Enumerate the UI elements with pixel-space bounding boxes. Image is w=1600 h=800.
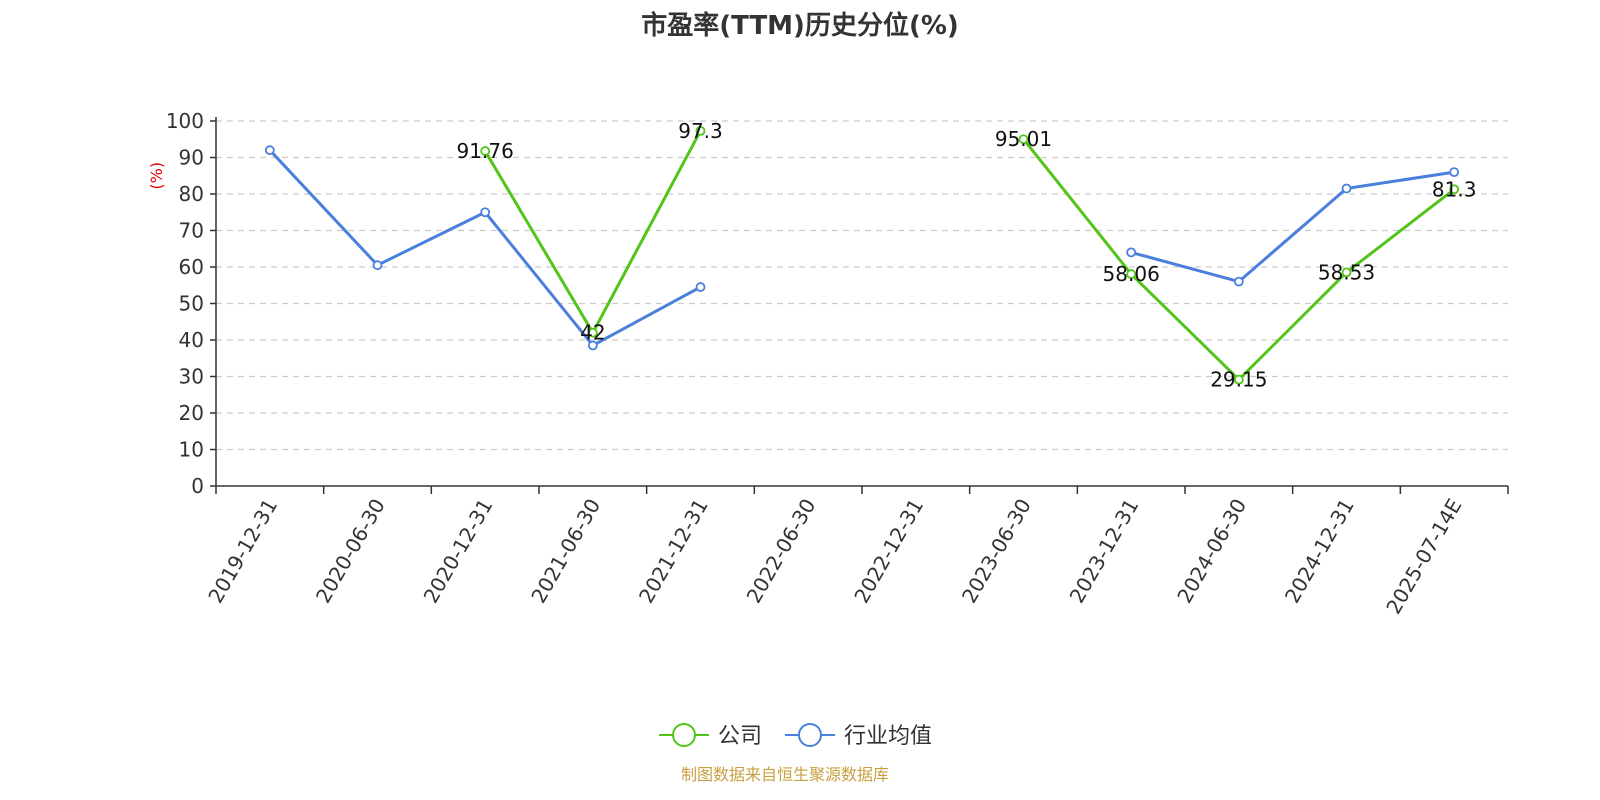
x-tick-label: 2023-06-30 [957, 495, 1036, 608]
y-axis-label: (%) [147, 162, 166, 190]
x-tick-label: 2019-12-31 [203, 495, 282, 608]
series-industry [264, 145, 1460, 351]
legend-marker-industry [798, 723, 822, 747]
x-tick-label: 2023-12-31 [1065, 495, 1144, 608]
data-labels: 91.76 42 97.3 95.01 58.06 29.15 58.53 81.3 [457, 119, 1477, 392]
y-tick-label: 30 [179, 365, 204, 389]
data-label: 91.76 [457, 139, 514, 163]
data-label: 42 [580, 321, 605, 345]
x-tick-label: 2020-12-31 [419, 494, 498, 607]
data-point[interactable] [1018, 134, 1029, 145]
data-point[interactable] [480, 207, 491, 218]
data-label: 81.3 [1432, 177, 1477, 201]
series-line [1130, 170, 1455, 284]
series-company [480, 125, 1460, 385]
y-tick-label: 100 [166, 109, 204, 133]
x-tick-label: 2021-06-30 [526, 495, 605, 608]
data-point[interactable] [1341, 267, 1352, 278]
data-point[interactable] [1449, 167, 1460, 178]
y-tick-label: 60 [179, 255, 204, 279]
y-tick-label: 80 [179, 182, 204, 206]
data-point[interactable] [372, 260, 383, 271]
data-label: 29.15 [1210, 368, 1267, 392]
axes [210, 117, 1509, 494]
x-tick-label: 2024-06-30 [1172, 495, 1251, 608]
data-point[interactable] [480, 146, 491, 156]
y-tick-label: 90 [179, 146, 204, 170]
data-point[interactable] [587, 327, 598, 338]
series-line [268, 149, 702, 347]
data-label: 58.53 [1318, 260, 1375, 284]
y-tick-label: 70 [179, 219, 204, 243]
data-point[interactable] [695, 282, 706, 292]
data-label: 58.06 [1103, 262, 1160, 286]
source-note: 制图数据来自恒生聚源数据库 [681, 765, 889, 784]
y-tick-label: 40 [179, 328, 204, 352]
series-line [1022, 138, 1456, 382]
data-point[interactable] [1126, 247, 1137, 258]
x-tick-label: 2025-07-14E [1381, 495, 1466, 619]
data-point[interactable] [264, 145, 275, 156]
y-tick-labels: 0 10 20 30 40 50 60 70 80 90 100 [166, 109, 204, 498]
data-label: 97.3 [678, 119, 723, 143]
data-point[interactable] [1233, 276, 1244, 287]
series-line [483, 130, 702, 335]
x-tick-label: 2022-06-30 [742, 495, 821, 608]
legend-label-company: 公司 [718, 724, 762, 749]
series-layer [264, 125, 1460, 385]
y-tick-label: 10 [179, 438, 204, 462]
legend-label-industry: 行业均值 [844, 724, 932, 749]
legend[interactable]: 公司 行业均值 [659, 723, 932, 749]
chart-title: 市盈率(TTM)历史分位(%) [641, 10, 959, 41]
data-label: 95.01 [995, 127, 1052, 151]
data-point[interactable] [1449, 184, 1460, 195]
data-point[interactable] [1126, 269, 1137, 279]
x-tick-label: 2022-12-31 [849, 494, 928, 607]
data-point[interactable] [587, 340, 598, 351]
y-tick-label: 0 [191, 474, 204, 498]
legend-item-industry[interactable]: 行业均值 [785, 723, 932, 749]
data-point[interactable] [695, 125, 706, 136]
legend-item-company[interactable]: 公司 [659, 723, 762, 749]
x-tick-label: 2020-06-30 [311, 495, 390, 608]
grid-lines [216, 120, 1508, 451]
y-tick-label: 20 [179, 401, 204, 425]
x-tick-label: 2024-12-31 [1280, 495, 1359, 608]
x-tick-label: 2021-12-31 [634, 495, 713, 608]
data-point[interactable] [1341, 183, 1352, 194]
x-tick-labels: 2019-12-31 2020-06-30 2020-12-31 2021-06-30… [203, 494, 1466, 618]
data-point[interactable] [1233, 374, 1244, 385]
y-tick-label: 50 [179, 292, 204, 316]
legend-marker-company [672, 723, 696, 747]
